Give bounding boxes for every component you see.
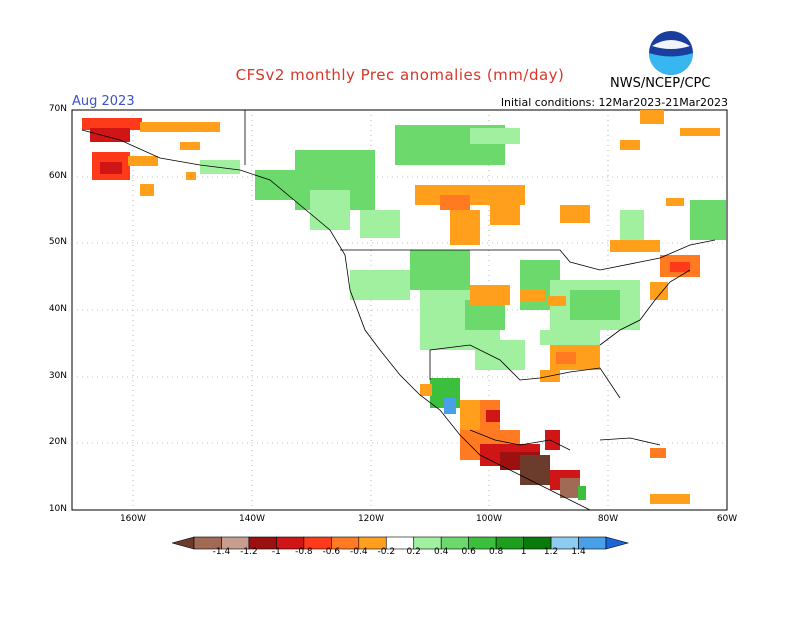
lat-label: 60N — [48, 171, 67, 181]
lon-label: 120W — [357, 514, 385, 524]
colorbar-tick-label: -1.2 — [240, 547, 258, 557]
colorbar-tick-label: -1 — [271, 547, 281, 557]
lon-label: 60W — [716, 514, 738, 524]
lat-label: 70N — [48, 104, 67, 114]
coastlines — [81, 110, 716, 511]
colorbar — [172, 536, 630, 550]
colorbar-tick-label: 1.2 — [543, 547, 559, 557]
forecast-month: Aug 2023 — [72, 94, 135, 109]
lat-label: 30N — [48, 371, 67, 381]
lat-label: 40N — [48, 304, 67, 314]
colorbar-arrow-low — [172, 536, 195, 550]
map-title: CFSv2 monthly Prec anomalies (mm/day) — [235, 66, 565, 84]
colorbar-arrow-high — [605, 536, 630, 550]
lon-label: 80W — [597, 514, 619, 524]
colorbar-tick-label: -0.6 — [322, 547, 341, 557]
colorbar-tick-label: -0.4 — [350, 547, 368, 557]
colorbar-tick-label: 1 — [520, 547, 527, 557]
noaa-logo-icon — [649, 31, 693, 75]
lat-label: 50N — [48, 237, 67, 247]
colorbar-tick-label: -0.8 — [295, 547, 313, 557]
colorbar-tick-label: -0.2 — [377, 547, 396, 557]
lat-label: 10N — [48, 504, 67, 514]
lon-label: 100W — [475, 514, 503, 524]
colorbar-tick-label: 0.8 — [488, 547, 504, 557]
initial-conditions: Initial conditions: 12Mar2023-21Mar2023 — [500, 96, 728, 109]
colorbar-tick-label: 0.6 — [461, 547, 476, 557]
colorbar-tick-label: -1.4 — [212, 547, 231, 557]
colorbar-tick-label: 1.4 — [571, 547, 586, 557]
lon-label: 140W — [238, 514, 266, 524]
lat-label: 20N — [48, 437, 67, 447]
colorbar-tick-label: 0.4 — [434, 547, 449, 557]
colorbar-tick-label: 0.2 — [406, 547, 421, 557]
anomaly-patches — [82, 110, 726, 504]
lon-label: 160W — [119, 514, 147, 524]
agency-label: NWS/NCEP/CPC — [610, 76, 711, 91]
